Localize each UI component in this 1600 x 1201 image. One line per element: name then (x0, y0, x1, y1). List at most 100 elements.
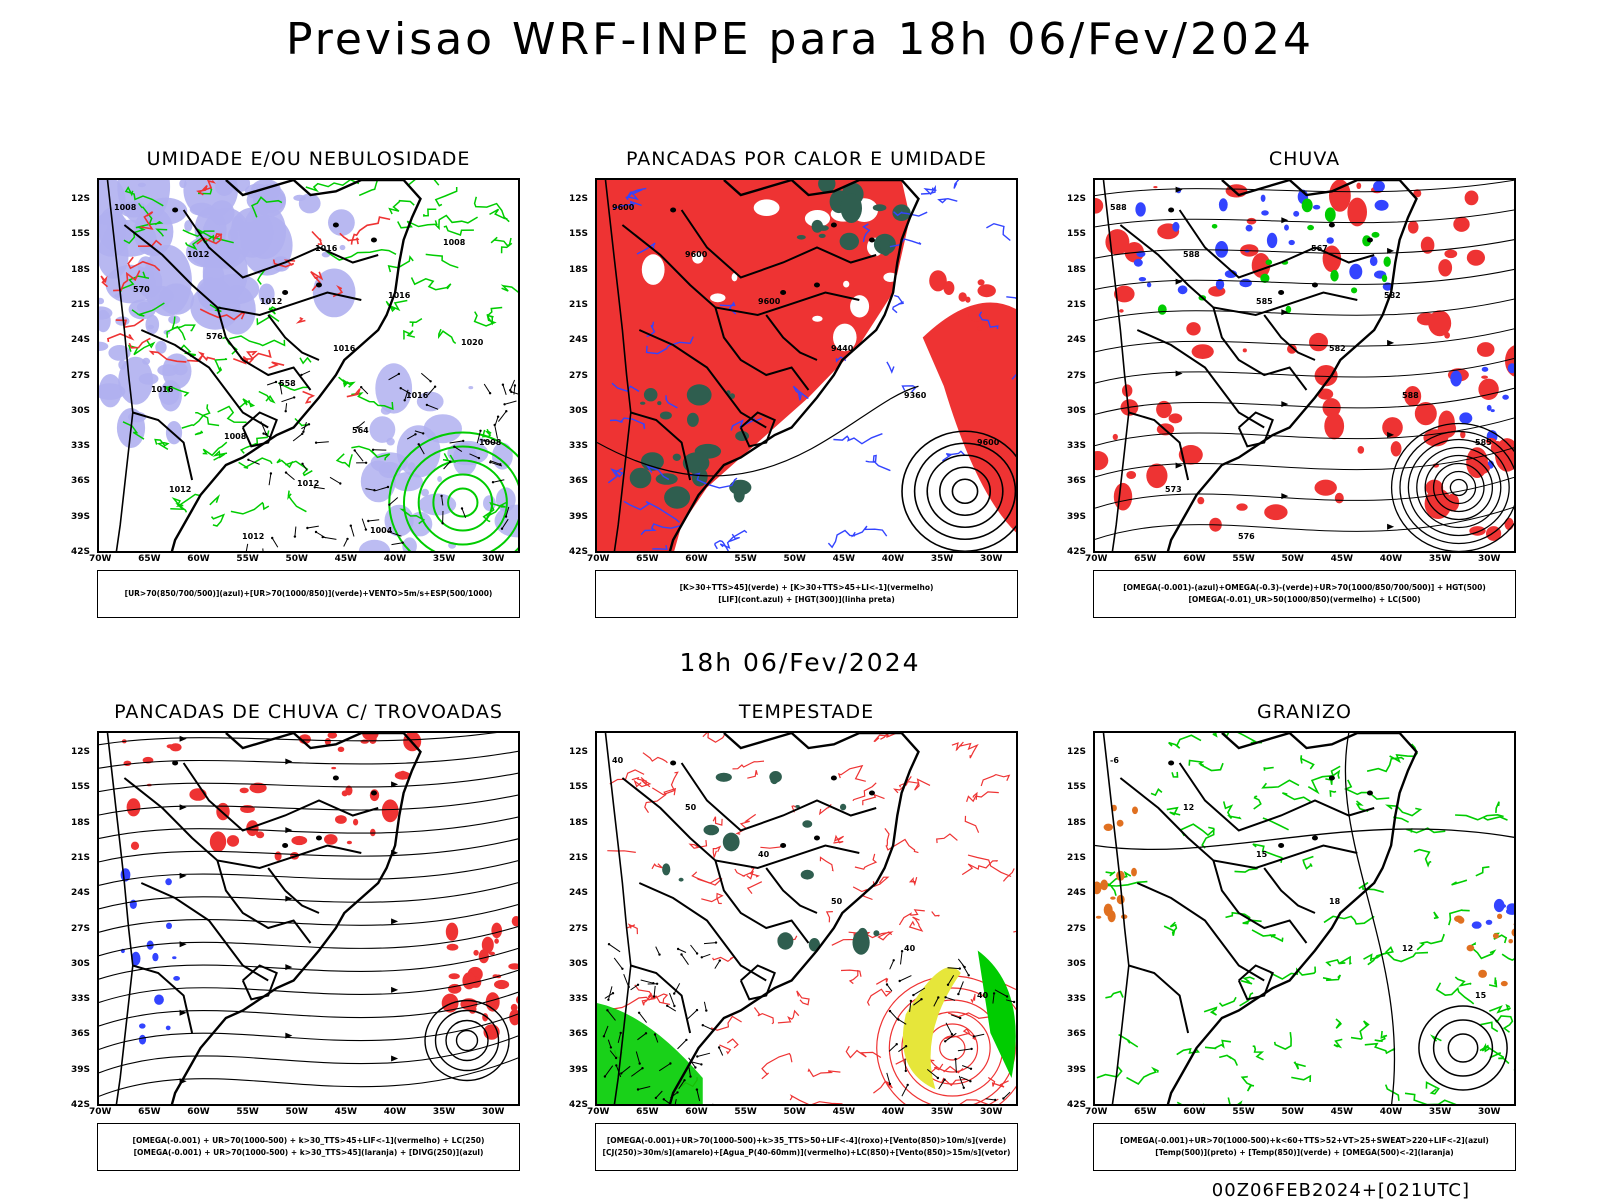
x-tick-label: 50W (286, 1107, 308, 1117)
x-tick-label: 55W (1232, 554, 1254, 564)
x-tick-label: 65W (138, 1107, 160, 1117)
x-tick-label: 30W (482, 1107, 504, 1117)
y-tick-label: 24S (569, 335, 588, 345)
panel-title-pancadas-calor: PANCADAS POR CALOR E UMIDADE (595, 148, 1018, 170)
contour-label: 576 (1238, 532, 1255, 541)
y-tick-label: 12S (569, 747, 588, 757)
contour-label: 50 (685, 803, 697, 812)
y-tick-label: 24S (71, 888, 90, 898)
contour-label: 1016 (388, 291, 411, 300)
legend-pancadas-chuva: [OMEGA(-0.001) + UR>70(1000-500) + k>30_… (97, 1123, 520, 1171)
panel-title-granizo: GRANIZO (1093, 701, 1516, 723)
contour-label: 1012 (297, 479, 319, 488)
x-tick-label: 35W (1429, 1107, 1451, 1117)
contour-label: 1012 (242, 532, 264, 541)
y-tick-label: 24S (569, 888, 588, 898)
x-tick-label: 60W (685, 554, 707, 564)
x-tick-label: 60W (1183, 1107, 1205, 1117)
x-tick-label: 35W (931, 1107, 953, 1117)
x-tick-label: 70W (587, 554, 609, 564)
legend-umidade: [UR>70(850/700/500)](azul)+[UR>70(1000/8… (97, 570, 520, 618)
contour-label: 582 (1329, 344, 1346, 353)
footer-timestamp: 00Z06FEB2024+[021UTC] (1212, 1180, 1470, 1201)
y-tick-label: 24S (1067, 335, 1086, 345)
contour-label: 585 (1256, 297, 1273, 306)
contour-label: 588 (1183, 250, 1200, 259)
x-tick-label: 30W (980, 1107, 1002, 1117)
contour-label: 15 (1475, 991, 1487, 1000)
y-tick-label: 18S (1067, 818, 1086, 828)
x-tick-label: 50W (1282, 554, 1304, 564)
x-tick-label: 55W (734, 554, 756, 564)
contour-label: 1012 (187, 250, 209, 259)
y-tick-label: 30S (1067, 959, 1086, 969)
x-tick-label: 55W (236, 1107, 258, 1117)
contour-label: 40 (758, 850, 770, 859)
contour-label: 9600 (612, 203, 635, 212)
contour-label: 9600 (758, 297, 781, 306)
y-tick-label: 39S (1067, 512, 1086, 522)
y-tick-label: 39S (71, 512, 90, 522)
panel-title-tempestade: TEMPESTADE (595, 701, 1018, 723)
legend-tempestade: [OMEGA(-0.001)+UR>70(1000-500)+k>35_TTS>… (595, 1123, 1018, 1171)
y-tick-label: 33S (569, 994, 588, 1004)
y-tick-label: 36S (569, 476, 588, 486)
y-tick-label: 36S (71, 1029, 90, 1039)
y-tick-label: 27S (71, 924, 90, 934)
y-tick-label: 39S (569, 1065, 588, 1075)
contour-label: 1016 (406, 391, 429, 400)
contour-label: 558 (279, 379, 296, 388)
x-tick-label: 30W (1478, 554, 1500, 564)
y-tick-label: 15S (71, 229, 90, 239)
y-tick-label: 15S (569, 782, 588, 792)
map-field-umidade: 1008101210121016101610081012101210161016… (99, 180, 520, 553)
x-tick-label: 45W (335, 1107, 357, 1117)
x-tick-label: 55W (1232, 1107, 1254, 1117)
x-tick-label: 65W (1134, 554, 1156, 564)
y-tick-label: 21S (71, 853, 90, 863)
x-tick-label: 40W (384, 1107, 406, 1117)
x-tick-label: 45W (1331, 1107, 1353, 1117)
x-tick-label: 70W (1085, 554, 1107, 564)
contour-label: 585 (1475, 438, 1492, 447)
contour-label: 582 (1384, 291, 1401, 300)
y-tick-label: 42S (569, 1100, 588, 1110)
y-tick-label: 30S (1067, 406, 1086, 416)
contour-label: 15 (1256, 850, 1268, 859)
y-tick-label: 42S (569, 547, 588, 557)
x-tick-label: 30W (482, 554, 504, 564)
panel-title-pancadas-chuva: PANCADAS DE CHUVA C/ TROVOADAS (97, 701, 520, 723)
y-tick-label: 30S (71, 959, 90, 969)
x-tick-label: 35W (1429, 554, 1451, 564)
panel-title-umidade: UMIDADE E/OU NEBULOSIDADE (97, 148, 520, 170)
legend-line: [OMEGA(-0.001)+UR>70(1000-500)+k>35_TTS>… (596, 1135, 1017, 1147)
y-tick-label: 18S (569, 265, 588, 275)
x-tick-label: 70W (1085, 1107, 1107, 1117)
x-tick-label: 40W (1380, 1107, 1402, 1117)
y-tick-label: 39S (71, 1065, 90, 1075)
contour-label: 1020 (461, 338, 484, 347)
y-tick-label: 24S (71, 335, 90, 345)
contour-label: 40 (977, 991, 989, 1000)
subtitle: 18h 06/Fev/2024 (0, 648, 1600, 677)
y-tick-label: 42S (1067, 1100, 1086, 1110)
contour-label: 40 (612, 756, 624, 765)
map-field-pancadas-chuva (99, 733, 520, 1106)
x-tick-label: 45W (833, 554, 855, 564)
y-tick-label: 12S (71, 747, 90, 757)
contour-label: 1008 (114, 203, 137, 212)
y-tick-label: 27S (71, 371, 90, 381)
contour-label: 564 (352, 426, 369, 435)
y-tick-label: 12S (569, 194, 588, 204)
y-tick-label: 33S (71, 441, 90, 451)
y-tick-label: 27S (1067, 371, 1086, 381)
x-tick-label: 55W (734, 1107, 756, 1117)
legend-line: [OMEGA(-0.001)+UR>70(1000-500)+k<60+TTS>… (1094, 1135, 1515, 1147)
contour-label: 1012 (169, 485, 191, 494)
y-tick-label: 21S (1067, 853, 1086, 863)
contour-label: 50 (831, 897, 843, 906)
x-tick-label: 60W (187, 554, 209, 564)
legend-line: [UR>70(850/700/500)](azul)+[UR>70(1000/8… (98, 588, 519, 600)
